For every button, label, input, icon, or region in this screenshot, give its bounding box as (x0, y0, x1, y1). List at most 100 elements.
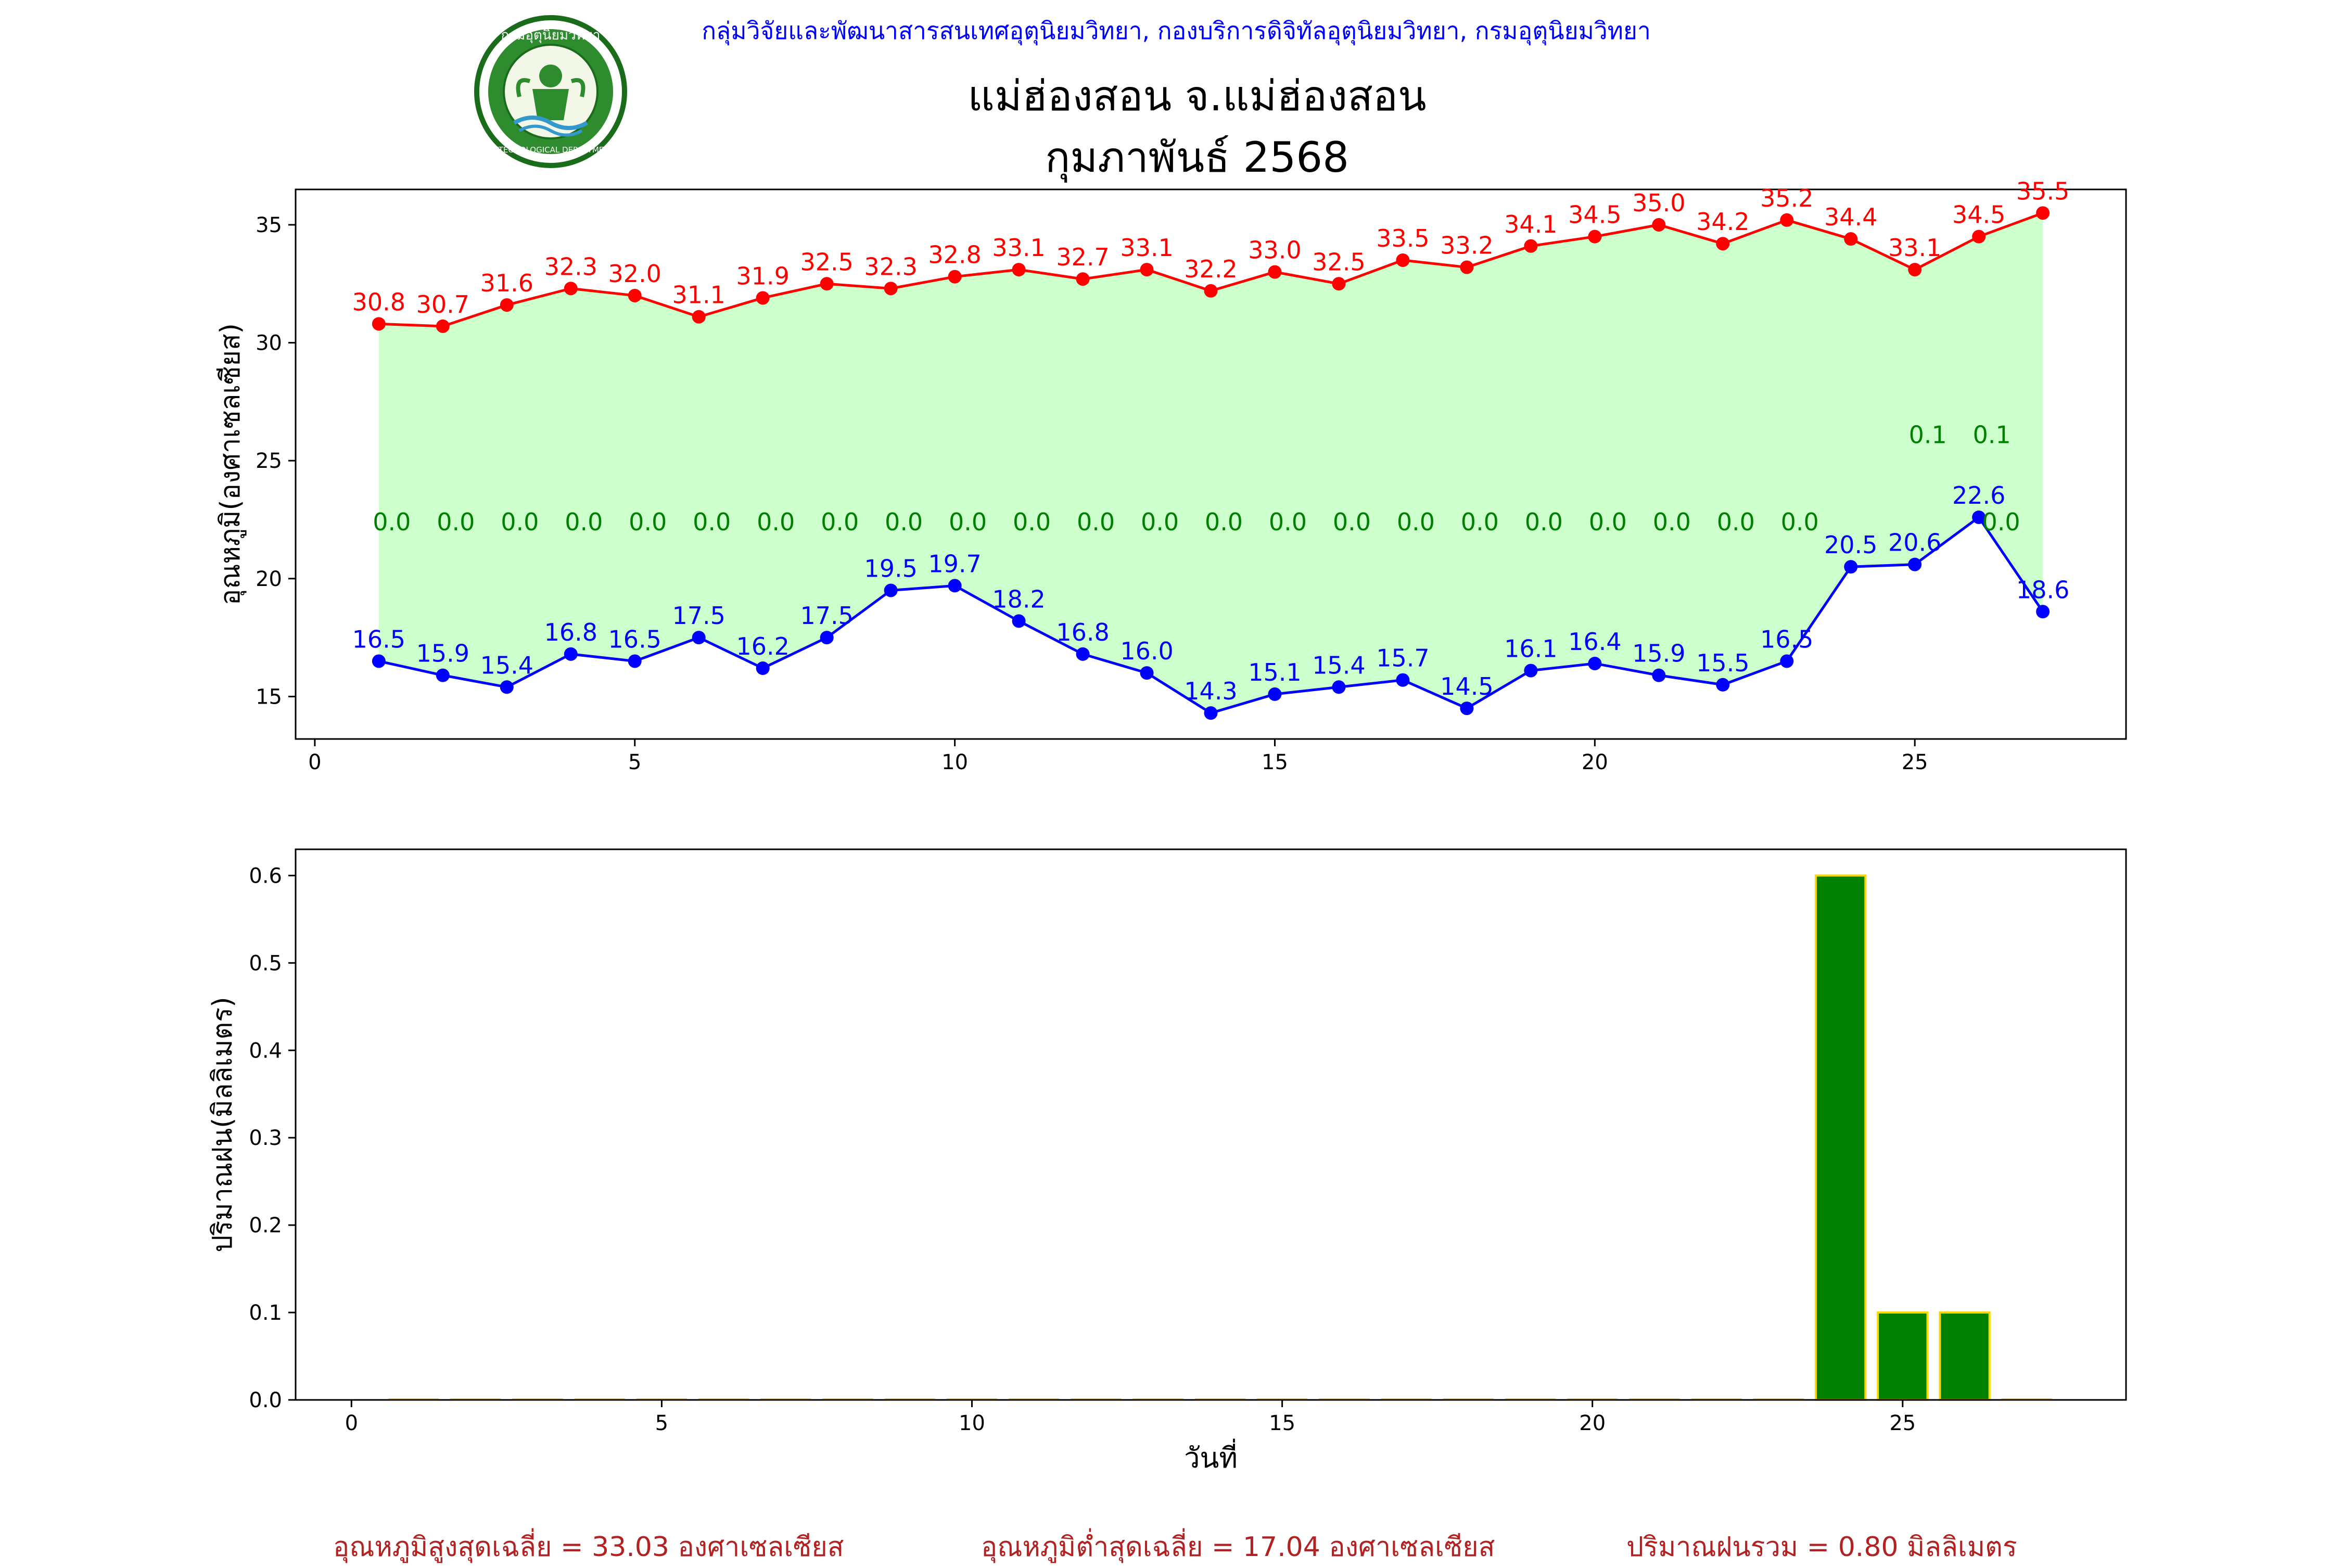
x-tick-label: 15 (1269, 1411, 1295, 1435)
min-temp-label: 15.4 (480, 651, 533, 679)
max-temp-label: 30.7 (416, 290, 469, 318)
daily-rain-label: 0.0 (1653, 508, 1691, 536)
max-temp-point (1396, 253, 1410, 267)
max-temp-point (1012, 263, 1026, 277)
y-tick-label: 0.4 (249, 1039, 282, 1063)
min-temp-point (1844, 560, 1858, 574)
daily-rain-label: 0.0 (565, 508, 603, 536)
min-temp-point (756, 661, 770, 675)
daily-rain-label: 0.1 (1909, 420, 1947, 449)
rainfall-chart: 0 5 10 15 20 25 0.0 0.1 0.2 0.3 0.4 0.5 0.6 ปริมาณฝน(… (207, 848, 2127, 1474)
daily-rain-label: 0.0 (437, 508, 475, 536)
daily-rain-label: 0.0 (1525, 508, 1563, 536)
daily-rain-label: 0.1 (1973, 420, 2011, 449)
min-temp-label: 14.3 (1184, 677, 1237, 705)
max-temp-point (884, 282, 898, 296)
max-temp-point (1844, 232, 1858, 246)
min-temp-point (1716, 678, 1730, 692)
max-temp-label: 31.6 (480, 269, 533, 297)
min-temp-point (1780, 654, 1794, 668)
temperature-plot-frame (295, 188, 2127, 740)
max-temp-point (1460, 260, 1474, 274)
daily-rain-label: 0.0 (373, 508, 411, 536)
max-temp-point (1972, 230, 1986, 244)
max-temp-point (1652, 218, 1666, 232)
min-temp-label: 18.6 (2016, 576, 2069, 604)
min-temp-label: 15.9 (416, 640, 469, 668)
max-temp-point (1140, 263, 1154, 277)
rain-bar (1814, 874, 1867, 1401)
y-tick-label: 35 (256, 213, 282, 237)
y-tick-label: 0.3 (249, 1126, 282, 1150)
max-temp-label: 35.2 (1760, 184, 1813, 212)
x-tick-label: 20 (1579, 1411, 1606, 1435)
y-tick-label: 0.2 (249, 1214, 282, 1238)
daily-rain-label: 0.0 (821, 508, 859, 536)
temperature-range-fill (378, 213, 2043, 713)
max-temp-label: 32.5 (1312, 248, 1365, 276)
daily-rain-label: 0.0 (885, 508, 923, 536)
min-temp-label: 16.4 (1568, 628, 1621, 656)
min-temp-point (372, 654, 386, 668)
max-temp-label: 32.5 (800, 248, 853, 276)
max-temp-point (436, 319, 450, 333)
min-temp-point (1588, 656, 1602, 670)
x-tick-label: 20 (1582, 750, 1608, 774)
daily-rain-label: 0.0 (1397, 508, 1435, 536)
max-temp-point (564, 282, 578, 296)
min-temp-label: 16.0 (1120, 637, 1173, 665)
min-temp-point (1524, 664, 1538, 678)
max-temp-label: 32.8 (928, 241, 981, 269)
daily-rain-label: 0.0 (1205, 508, 1243, 536)
x-tick-label: 10 (959, 1411, 985, 1435)
min-temp-label: 15.5 (1696, 649, 1749, 677)
min-temp-point (1460, 702, 1474, 716)
x-tick-label: 0 (308, 750, 321, 774)
rainfall-y-axis-label: ปริมาณฝน(มิลลิเมตร) (207, 997, 238, 1252)
min-temp-point (500, 680, 514, 694)
min-temp-point (1076, 647, 1090, 661)
y-tick-label: 0.1 (249, 1301, 282, 1325)
min-temp-label: 15.7 (1376, 644, 1429, 672)
min-temp-label: 15.4 (1312, 651, 1365, 679)
rain-bar (1939, 1311, 1991, 1401)
y-tick-label: 15 (256, 685, 282, 709)
min-temp-label: 18.2 (992, 585, 1045, 613)
logo-text-top: กรมอุตุนิยมวิทยา (501, 28, 600, 43)
max-temp-point (1908, 263, 1922, 277)
x-tick-label: 25 (1889, 1411, 1916, 1435)
min-temp-point (1012, 614, 1026, 628)
rainfall-plot-frame (295, 848, 2127, 1401)
max-temp-point (1588, 230, 1602, 244)
daily-rain-label: 0.0 (693, 508, 731, 536)
summary-stats: อุณหภูมิสูงสุดเฉลี่ย = 33.03 องศาเซลเซีย… (0, 1525, 2342, 1563)
max-temp-point (948, 270, 962, 284)
daily-rain-label: 0.0 (1717, 508, 1755, 536)
max-temp-point (628, 288, 642, 302)
max-temp-label: 34.4 (1824, 203, 1877, 231)
min-temp-point (948, 579, 962, 593)
max-temp-label: 34.1 (1504, 210, 1557, 238)
y-tick-label: 25 (256, 449, 282, 473)
max-temp-point (1524, 239, 1538, 253)
min-temp-point (1908, 557, 1922, 571)
max-temp-label: 32.3 (864, 252, 917, 281)
max-temp-label: 33.1 (1120, 234, 1173, 262)
max-temp-point (1332, 277, 1346, 291)
max-temp-label: 35.0 (1632, 189, 1685, 217)
max-temp-point (1204, 284, 1218, 298)
min-temp-point (820, 631, 834, 645)
max-temp-point (692, 310, 706, 324)
max-temp-label: 34.5 (1952, 201, 2005, 229)
min-temp-label: 17.5 (672, 602, 725, 630)
max-temp-point (1780, 213, 1794, 227)
daily-rain-label: 0.0 (1461, 508, 1499, 536)
min-temp-point (564, 647, 578, 661)
y-tick-label: 0.6 (249, 864, 282, 888)
x-tick-label: 10 (941, 750, 968, 774)
daily-rain-label: 0.0 (949, 508, 987, 536)
max-temp-point (2036, 206, 2050, 220)
daily-rain-label: 0.0 (1013, 508, 1051, 536)
min-temp-label: 16.1 (1504, 635, 1557, 663)
